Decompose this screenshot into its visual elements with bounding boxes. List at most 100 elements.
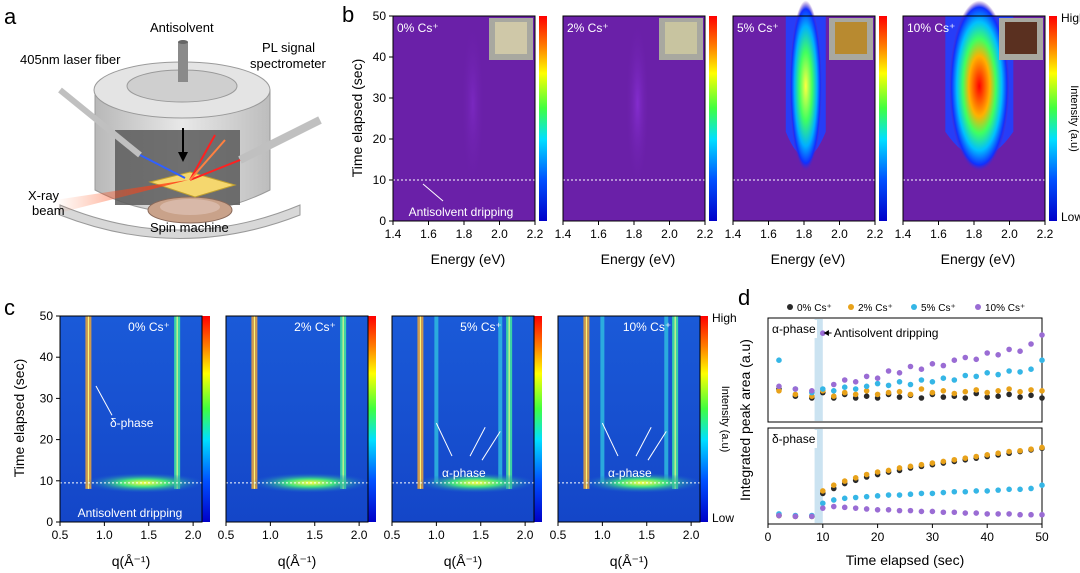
d-point <box>1028 485 1034 492</box>
b-xtick-label: 1.6 <box>760 227 777 241</box>
d-point <box>885 467 892 474</box>
d-legend-label: 5% Cs⁺ <box>921 303 956 314</box>
xrd-colorbar <box>700 316 708 522</box>
d-point <box>809 388 815 394</box>
xrd-alpha-peak <box>498 316 503 483</box>
d-antisolvent-band <box>814 319 823 421</box>
d-point <box>929 389 936 396</box>
xrd-map-3: 10% Cs⁺ 0.5 1.0 1.5 2.0 q(Å⁻¹) α-phase High Low I… <box>550 311 737 569</box>
b-xtick-label: 1.4 <box>895 227 912 241</box>
d-point <box>874 493 881 499</box>
d-legend-label: 10% Cs⁺ <box>985 303 1025 314</box>
b-xtick-label: 2.0 <box>1001 227 1018 241</box>
pl-colorbar <box>709 16 717 221</box>
d-point <box>929 379 936 385</box>
b-xlabel: Energy (eV) <box>771 251 846 267</box>
c-xtick-label: 1.5 <box>472 528 489 542</box>
d-phase-label: δ-phase <box>772 432 816 446</box>
d-point <box>995 450 1001 457</box>
d-point <box>863 506 870 512</box>
d-point <box>809 513 815 520</box>
d-point <box>874 380 881 387</box>
d-point <box>1039 388 1045 394</box>
c-xtick-label: 1.0 <box>262 528 279 542</box>
sample-photo <box>495 22 527 54</box>
d-point <box>841 478 848 484</box>
panel-c-xrd-maps: Time elapsed (sec) 0% Cs⁺ 0.5 1.0 1.5 2.0 q(Å… <box>11 309 737 569</box>
d-point <box>995 352 1001 358</box>
d-point <box>962 372 969 379</box>
d-point <box>995 371 1001 378</box>
c-xtick-label: 2.0 <box>185 528 202 542</box>
xrd-map-1: 2% Cs⁺ 0.5 1.0 1.5 2.0 q(Å⁻¹) <box>218 315 376 569</box>
d-point <box>1039 482 1045 489</box>
pl-map-0: 0% Cs⁺ 1.4 1.6 1.8 2.0 2.2 Energy (eV) 0 10 20 30 4… <box>373 9 547 267</box>
xrd-map-frame <box>225 315 369 523</box>
c-ytick-label: 10 <box>40 474 54 488</box>
d-point <box>940 489 947 496</box>
b-xtick-label: 2.0 <box>831 227 848 241</box>
xrd-colorbar <box>202 316 210 522</box>
d-point <box>995 511 1001 517</box>
c-colorbar-label: Intensity (a.u) <box>719 386 731 453</box>
xrd-map-frame <box>557 315 701 523</box>
d-point <box>1017 447 1023 454</box>
xrd-map-frame <box>391 315 535 523</box>
d-point <box>792 391 799 398</box>
b-xtick-label: 1.6 <box>590 227 607 241</box>
d-point <box>1017 394 1023 400</box>
b-ytick-label: 20 <box>373 132 387 146</box>
pl-map-title: 5% Cs⁺ <box>737 21 779 35</box>
d-point <box>929 508 936 515</box>
d-point <box>820 386 826 392</box>
c-xtick-label: 1.5 <box>306 528 323 542</box>
d-point <box>830 497 837 503</box>
d-point <box>984 389 990 396</box>
d-point <box>863 373 870 380</box>
d-point <box>962 354 969 361</box>
d-legend-label: 0% Cs⁺ <box>797 303 832 314</box>
d-point <box>776 388 782 394</box>
c-alpha-arrow <box>647 431 667 461</box>
d-phase-label: α-phase <box>772 322 816 336</box>
d-point <box>830 388 837 394</box>
b-ytick-label: 30 <box>373 91 387 105</box>
d-subplot-alpha_phase: α-phase Antisolvent dripping <box>767 317 1045 423</box>
xrd-map-title: 5% Cs⁺ <box>460 320 502 334</box>
xrd-map-0: 0% Cs⁺ 0.5 1.0 1.5 2.0 q(Å⁻¹) 0 10 20 30 40 50 δ-pha… <box>40 309 210 569</box>
d-point <box>951 390 958 397</box>
b-xtick-label: 2.2 <box>527 227 544 241</box>
xrd-colorbar <box>368 316 376 522</box>
pl-colorbar <box>539 16 547 221</box>
c-xtick-label: 2.0 <box>517 528 534 542</box>
d-point <box>874 507 881 513</box>
d-xlabel: Time elapsed (sec) <box>846 552 965 568</box>
xrd-map-title: 0% Cs⁺ <box>128 320 170 334</box>
d-point <box>973 373 980 380</box>
c-annotation: Antisolvent dripping <box>78 506 183 520</box>
b-xtick-label: 1.6 <box>420 227 437 241</box>
d-point <box>1017 348 1023 355</box>
d-point <box>918 508 925 515</box>
d-point <box>863 493 870 500</box>
d-point <box>776 383 782 390</box>
d-point <box>885 382 892 389</box>
pl-map-3: 10% Cs⁺ 1.4 1.6 1.8 2.0 2.2 Energy (eV) High Low… <box>895 0 1080 267</box>
d-point <box>863 383 870 390</box>
d-point <box>885 492 892 498</box>
d-xtick-label: 20 <box>871 530 885 544</box>
d-point <box>874 469 881 475</box>
d-point <box>852 379 859 385</box>
label-spin: Spin machine <box>150 220 229 235</box>
b-xtick-label: 1.8 <box>796 227 813 241</box>
d-point <box>852 505 859 511</box>
d-ylabel: Integrated peak area (a.u) <box>737 339 753 501</box>
d-point <box>1006 448 1012 455</box>
c-alpha-arrow <box>481 431 501 461</box>
d-point <box>1006 346 1012 353</box>
d-point <box>1006 386 1012 392</box>
d-point <box>1006 368 1012 374</box>
d-point <box>841 384 848 391</box>
label-xray-1: X-ray <box>28 188 60 203</box>
